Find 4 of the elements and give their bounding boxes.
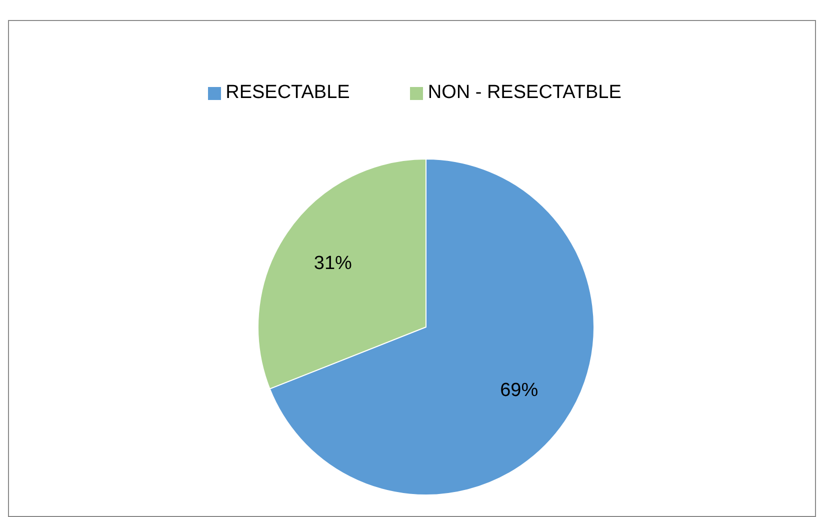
legend-label: RESECTABLE	[224, 82, 350, 104]
data-label: 31%	[314, 253, 352, 274]
data-label: 69%	[500, 380, 538, 401]
legend-label: NON - RESECTATBLE	[426, 82, 622, 104]
